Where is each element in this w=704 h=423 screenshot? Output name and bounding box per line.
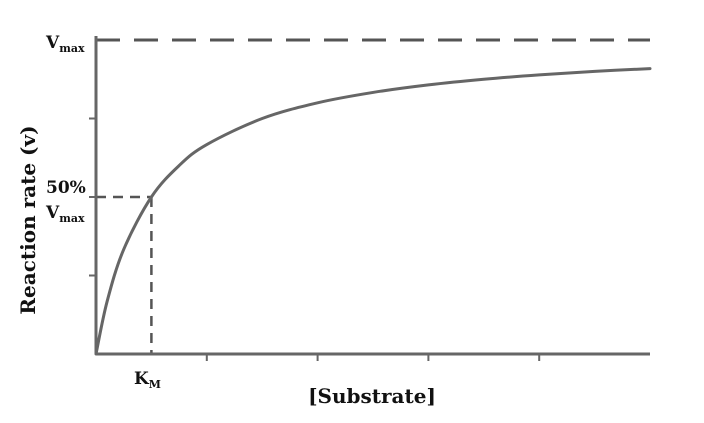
reference-dashes bbox=[96, 38, 650, 354]
rate-curve bbox=[94, 67, 652, 356]
x-axis-label: [Substrate] bbox=[308, 384, 436, 408]
km-label: KM bbox=[134, 369, 161, 391]
vmax-label: Vmax bbox=[45, 33, 85, 55]
half-vmax-label-line1: 50% bbox=[46, 178, 86, 198]
axis-ticks bbox=[89, 117, 541, 361]
axes bbox=[94, 36, 650, 356]
y-axis-label: Reaction rate (v) bbox=[16, 125, 40, 314]
half-vmax-label-line2: Vmax bbox=[45, 203, 85, 225]
